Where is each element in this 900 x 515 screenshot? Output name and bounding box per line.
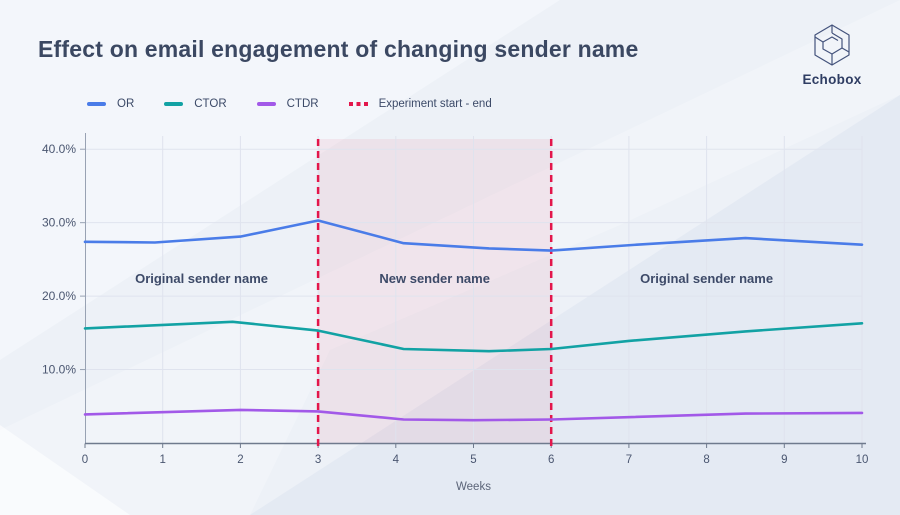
- x-tick-label: 5: [470, 454, 476, 466]
- echobox-cube-icon: [814, 24, 850, 66]
- x-tick-label: 9: [781, 454, 787, 466]
- legend-label-ctor: CTOR: [194, 98, 227, 110]
- experiment-region: [318, 139, 552, 443]
- x-axis-title: Weeks: [456, 481, 491, 493]
- y-tick-label: 40.0%: [42, 142, 76, 156]
- legend-swatch-experiment: [348, 102, 368, 106]
- echobox-logo: Echobox: [790, 22, 874, 87]
- page-title: Effect on email engagement of changing s…: [38, 36, 639, 62]
- y-tick-label: 20.0%: [42, 289, 76, 303]
- legend-item-experiment[interactable]: Experiment start - end: [348, 98, 492, 110]
- legend-swatch-or: [87, 102, 106, 106]
- y-tick-label: 30.0%: [42, 216, 76, 230]
- echobox-logo-label: Echobox: [802, 72, 862, 87]
- series-line-or: [83, 219, 864, 252]
- legend-item-ctor[interactable]: CTOR: [164, 98, 227, 110]
- x-tick-label: 8: [703, 454, 709, 466]
- series-line-ctor: [83, 320, 864, 353]
- legend-label-experiment: Experiment start - end: [378, 98, 492, 110]
- x-tick-label: 6: [548, 454, 554, 466]
- phase-annotation: Original sender name: [135, 271, 268, 286]
- x-tick-label: 0: [82, 454, 88, 466]
- x-tick-label: 3: [315, 454, 321, 466]
- phase-annotation: Original sender name: [640, 271, 773, 286]
- x-tick-label: 4: [393, 454, 400, 466]
- legend-label-or: OR: [117, 98, 135, 110]
- x-tick-label: 2: [237, 454, 243, 466]
- y-tick-label: 10.0%: [42, 363, 76, 377]
- legend-label-ctdr: CTDR: [286, 98, 319, 110]
- legend-item-or[interactable]: OR: [87, 98, 134, 110]
- legend-swatch-ctdr: [256, 102, 276, 106]
- series-line-ctdr: [83, 408, 864, 422]
- x-tick-label: 1: [159, 454, 165, 466]
- legend-swatch-ctor: [164, 102, 184, 106]
- phase-annotation: New sender name: [379, 271, 490, 286]
- legend-item-ctdr[interactable]: CTDR: [256, 98, 319, 110]
- legend: OR CTOR CTDR Experiment start - end: [87, 98, 492, 110]
- x-tick-label: 7: [626, 454, 632, 466]
- x-tick-label: 10: [856, 454, 869, 466]
